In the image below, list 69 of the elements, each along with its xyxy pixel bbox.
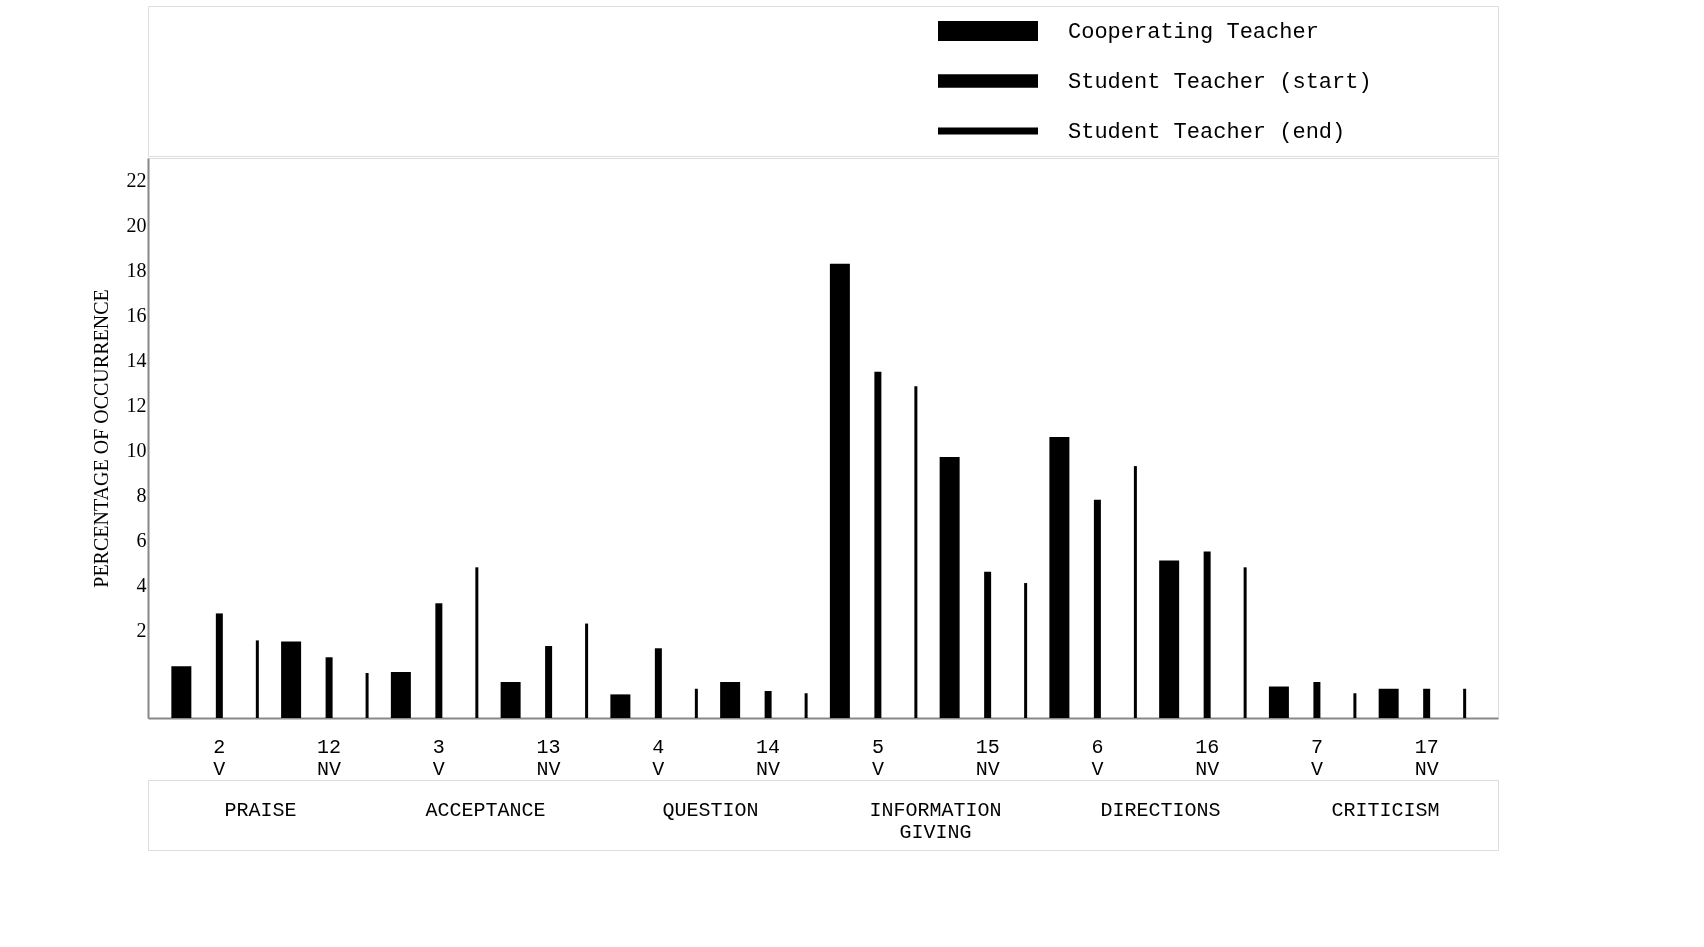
x-tick-label: 17 NV xyxy=(1414,735,1439,781)
bar xyxy=(720,682,741,718)
text: PRAISE xyxy=(224,799,297,822)
bar xyxy=(1423,688,1431,718)
bar xyxy=(654,648,662,718)
y-tick-label: 12 xyxy=(126,393,147,416)
bar xyxy=(255,640,259,718)
bar xyxy=(171,666,192,718)
bar xyxy=(435,603,443,718)
bar xyxy=(1463,688,1467,718)
bar xyxy=(545,646,553,718)
bar xyxy=(1024,583,1028,718)
bar xyxy=(804,693,808,718)
bar xyxy=(939,457,960,718)
x-tick-label: 16 NV xyxy=(1195,735,1220,781)
bar xyxy=(585,623,589,718)
legend-label: Cooperating Teacher xyxy=(1068,20,1319,45)
x-tick-label: 12 NV xyxy=(317,735,342,781)
legend-label: Student Teacher (start) xyxy=(1068,70,1372,95)
bar xyxy=(390,671,411,718)
bar xyxy=(475,567,479,718)
bar xyxy=(1133,466,1137,718)
y-tick-label: 6 xyxy=(136,528,147,551)
y-tick-label: 22 xyxy=(126,168,147,191)
bar xyxy=(764,691,772,718)
legend-label: Student Teacher (end) xyxy=(1068,120,1346,145)
y-tick-label: 10 xyxy=(126,438,147,461)
y-tick-label: 16 xyxy=(126,303,147,326)
y-tick-label: 4 xyxy=(136,573,147,596)
text: ACCEPTANCE xyxy=(425,799,546,822)
bar xyxy=(1203,551,1211,718)
x-tick-label: 13 NV xyxy=(536,735,561,781)
bar xyxy=(984,571,992,718)
bar xyxy=(1049,436,1070,718)
x-tick-label: 7 V xyxy=(1310,735,1323,781)
x-tick-label: 3 V xyxy=(432,735,445,781)
bar xyxy=(1268,686,1289,718)
y-tick-label: 14 xyxy=(126,348,147,371)
x-tick-label: 4 V xyxy=(652,735,665,781)
bar xyxy=(500,682,521,718)
bar xyxy=(694,688,698,718)
bar xyxy=(281,641,302,718)
y-axis-title: PERCENTAGE OF OCCURRENCE xyxy=(89,289,112,588)
bar xyxy=(325,657,333,718)
x-tick-label: 5 V xyxy=(871,735,884,781)
bar xyxy=(1313,682,1321,718)
y-tick-label: 2 xyxy=(136,618,147,641)
x-tick-label: 14 NV xyxy=(756,735,781,781)
bar xyxy=(1159,560,1180,718)
text: QUESTION xyxy=(662,799,759,822)
bar xyxy=(610,694,631,718)
x-tick-label: 2 V xyxy=(213,735,226,781)
text: DIRECTIONS xyxy=(1100,799,1221,822)
text: CRITICISM xyxy=(1331,799,1440,822)
y-tick-label: 20 xyxy=(126,213,147,236)
x-tick-label: 6 V xyxy=(1091,735,1104,781)
bar xyxy=(365,673,369,718)
bar xyxy=(1378,688,1399,718)
text: INFORMATION GIVING xyxy=(869,799,1002,844)
bar xyxy=(914,386,918,718)
bar xyxy=(215,613,223,718)
x-tick-label: 15 NV xyxy=(975,735,1000,781)
bar xyxy=(829,263,850,718)
bar xyxy=(1093,499,1101,718)
y-tick-label: 18 xyxy=(126,258,147,281)
bar xyxy=(874,371,882,718)
bar xyxy=(1353,693,1357,718)
bar xyxy=(1243,567,1247,718)
y-tick-label: 8 xyxy=(136,483,147,506)
